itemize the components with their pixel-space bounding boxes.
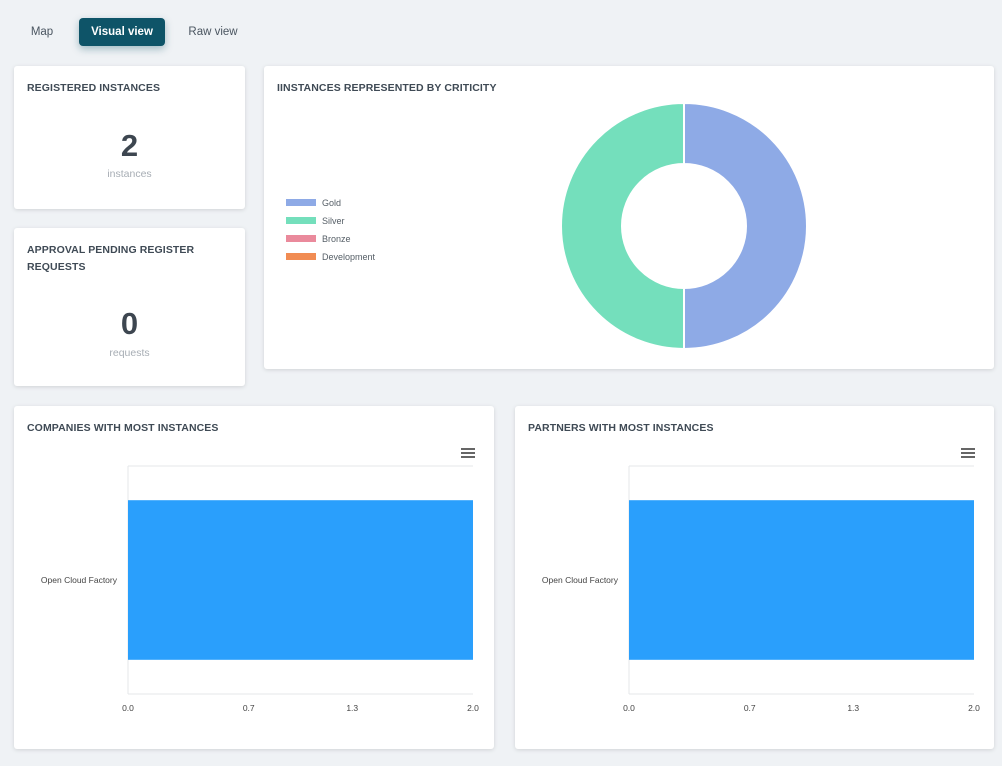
x-tick-label: 2.0 <box>968 703 980 713</box>
card-title: IINSTANCES REPRESENTED BY CRITICITY <box>277 82 497 94</box>
companies-card: COMPANIES WITH MOST INSTANCES Open Cloud… <box>14 406 494 749</box>
criticity-card: IINSTANCES REPRESENTED BY CRITICITY Gold… <box>264 66 994 369</box>
legend-label: Silver <box>322 216 345 226</box>
legend-label: Bronze <box>322 234 351 244</box>
legend-swatch <box>286 235 316 243</box>
legend-label: Gold <box>322 198 342 208</box>
donut-slice-gold[interactable] <box>683 101 808 351</box>
x-tick-label: 0.7 <box>744 703 756 713</box>
x-tick-label: 1.3 <box>847 703 859 713</box>
partners-bar-chart: Open Cloud Factory 0.0 0.7 1.3 2.0 <box>542 465 980 713</box>
card-title: PARTNERS WITH MOST INSTANCES <box>528 422 714 434</box>
chart-legend: Gold Silver Bronze Development <box>286 194 375 266</box>
registered-instances-card: REGISTERED INSTANCES 2 instances <box>14 66 245 209</box>
legend-swatch <box>286 199 316 207</box>
registered-unit: instances <box>107 168 152 180</box>
legend-item[interactable]: Development <box>286 248 375 266</box>
hamburger-menu-icon[interactable] <box>961 448 975 459</box>
legend-swatch <box>286 253 316 261</box>
category-label: Open Cloud Factory <box>542 575 619 585</box>
tab-map[interactable]: Map <box>30 26 54 38</box>
pending-requests-card: APPROVAL PENDING REGISTER REQUESTS 0 req… <box>14 228 245 386</box>
bar[interactable] <box>128 500 473 660</box>
category-label: Open Cloud Factory <box>41 575 118 585</box>
tab-raw-view[interactable]: Raw view <box>188 26 238 38</box>
bar[interactable] <box>629 500 974 660</box>
partners-card: PARTNERS WITH MOST INSTANCES Open Cloud … <box>515 406 994 749</box>
pending-unit: requests <box>109 347 150 359</box>
view-tabs: Map Visual view Raw view <box>0 0 1002 64</box>
x-tick-label: 1.3 <box>346 703 358 713</box>
x-tick-label: 0.0 <box>122 703 134 713</box>
x-tick-label: 2.0 <box>467 703 479 713</box>
hamburger-menu-icon[interactable] <box>461 448 475 459</box>
pending-count: 0 <box>120 306 139 341</box>
card-title: REGISTERED INSTANCES <box>27 82 161 94</box>
registered-count: 2 <box>120 128 139 163</box>
x-tick-label: 0.7 <box>243 703 255 713</box>
legend-swatch <box>286 217 316 225</box>
legend-item[interactable]: Gold <box>286 194 375 212</box>
donut-slice-silver[interactable] <box>560 101 685 351</box>
tab-visual-view[interactable]: Visual view <box>79 18 165 46</box>
legend-label: Development <box>322 252 376 262</box>
donut-chart <box>560 101 808 351</box>
companies-bar-chart: Open Cloud Factory 0.0 0.7 1.3 2.0 <box>41 465 479 713</box>
x-tick-label: 0.0 <box>623 703 635 713</box>
card-title: COMPANIES WITH MOST INSTANCES <box>27 422 219 434</box>
card-title: APPROVAL PENDING REGISTER REQUESTS <box>27 244 195 273</box>
legend-item[interactable]: Silver <box>286 212 375 230</box>
legend-item[interactable]: Bronze <box>286 230 375 248</box>
